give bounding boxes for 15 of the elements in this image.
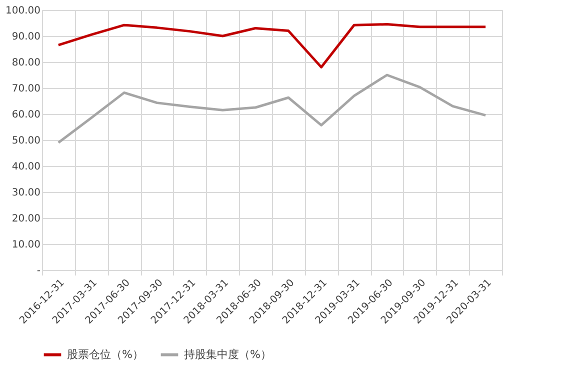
y-tick-label: 80.00	[12, 58, 40, 68]
legend-label: 股票仓位（%）	[67, 348, 144, 361]
line-series	[57, 74, 487, 144]
y-tick-label: 20.00	[12, 214, 40, 224]
legend-label: 持股集中度（%）	[184, 348, 272, 361]
y-tick-label: 90.00	[12, 32, 40, 42]
y-tick-label: 40.00	[12, 162, 40, 172]
y-tick-label: 70.00	[12, 84, 40, 94]
y-tick-label: 50.00	[12, 136, 40, 146]
y-tick-label: 30.00	[12, 188, 40, 198]
y-tick-label: -	[36, 266, 41, 276]
line-series	[57, 23, 487, 68]
y-tick-label: 60.00	[12, 110, 40, 120]
y-tick-label: 100.00	[6, 6, 40, 16]
y-tick-label: 10.00	[12, 240, 40, 250]
